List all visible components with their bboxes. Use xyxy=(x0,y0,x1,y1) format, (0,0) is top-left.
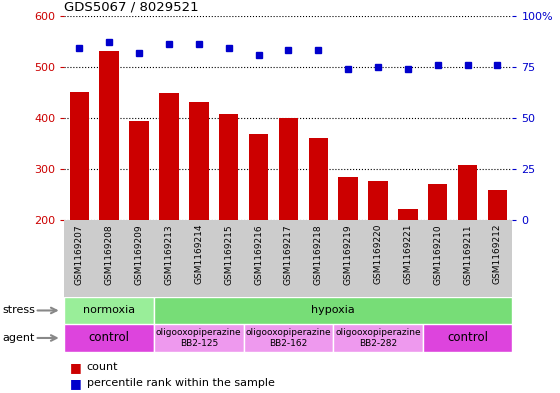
Text: percentile rank within the sample: percentile rank within the sample xyxy=(87,378,274,388)
Bar xyxy=(423,324,512,352)
Text: control: control xyxy=(447,331,488,345)
Text: ■: ■ xyxy=(70,376,82,390)
Text: GSM1169214: GSM1169214 xyxy=(194,224,203,285)
Text: GSM1169216: GSM1169216 xyxy=(254,224,263,285)
Bar xyxy=(244,324,333,352)
Bar xyxy=(64,324,154,352)
Bar xyxy=(159,94,179,220)
Bar xyxy=(279,118,298,220)
Bar xyxy=(338,176,358,220)
Text: oligooxopiperazine
BB2-125: oligooxopiperazine BB2-125 xyxy=(156,328,241,348)
Text: GSM1169218: GSM1169218 xyxy=(314,224,323,285)
Bar xyxy=(219,114,239,220)
Bar xyxy=(249,134,268,220)
Bar xyxy=(129,121,149,220)
Text: GSM1169220: GSM1169220 xyxy=(374,224,382,285)
Bar xyxy=(154,297,512,324)
Text: oligooxopiperazine
BB2-162: oligooxopiperazine BB2-162 xyxy=(246,328,331,348)
Text: hypoxia: hypoxia xyxy=(311,305,355,316)
Text: normoxia: normoxia xyxy=(83,305,136,316)
Bar xyxy=(64,297,154,324)
Bar xyxy=(154,324,244,352)
Bar xyxy=(368,181,388,220)
Bar xyxy=(309,138,328,220)
Text: GSM1169207: GSM1169207 xyxy=(75,224,84,285)
Text: GSM1169221: GSM1169221 xyxy=(403,224,412,285)
Text: control: control xyxy=(88,331,130,345)
Bar xyxy=(458,165,477,220)
Text: GSM1169213: GSM1169213 xyxy=(165,224,174,285)
Text: GSM1169209: GSM1169209 xyxy=(134,224,143,285)
Text: GSM1169215: GSM1169215 xyxy=(224,224,233,285)
Text: count: count xyxy=(87,362,118,373)
Bar xyxy=(488,191,507,220)
Text: agent: agent xyxy=(3,333,35,343)
Text: ■: ■ xyxy=(70,361,82,374)
Text: stress: stress xyxy=(3,305,36,316)
Bar xyxy=(100,51,119,220)
Text: oligooxopiperazine
BB2-282: oligooxopiperazine BB2-282 xyxy=(335,328,421,348)
Bar xyxy=(189,101,208,220)
Text: GSM1169211: GSM1169211 xyxy=(463,224,472,285)
Text: GSM1169217: GSM1169217 xyxy=(284,224,293,285)
Text: GSM1169210: GSM1169210 xyxy=(433,224,442,285)
Bar xyxy=(428,184,447,220)
Text: GDS5067 / 8029521: GDS5067 / 8029521 xyxy=(64,0,199,13)
Text: GSM1169219: GSM1169219 xyxy=(344,224,353,285)
Bar xyxy=(69,92,89,220)
Bar xyxy=(398,209,418,220)
Text: GSM1169208: GSM1169208 xyxy=(105,224,114,285)
Bar xyxy=(333,324,423,352)
Text: GSM1169212: GSM1169212 xyxy=(493,224,502,285)
